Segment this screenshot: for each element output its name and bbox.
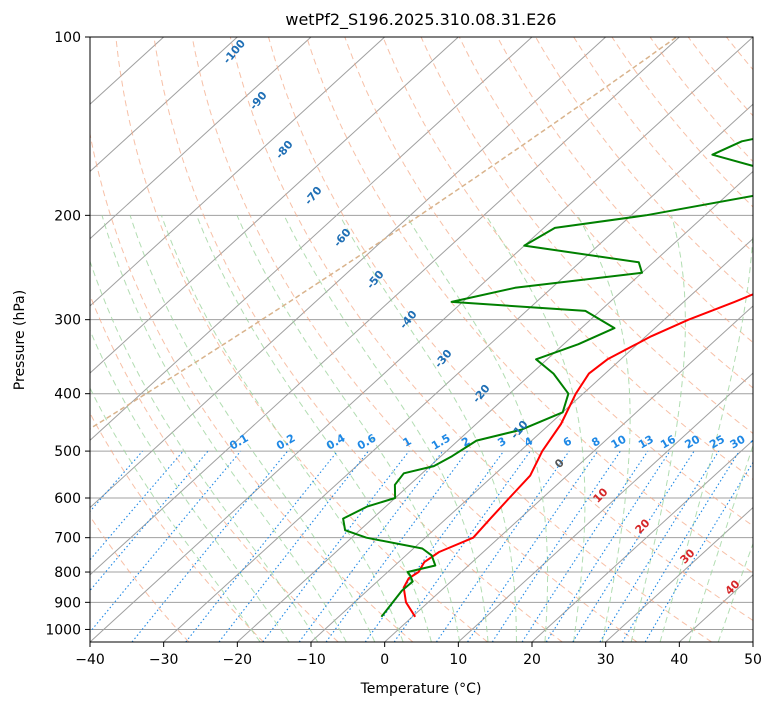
y-axis-tick-label: 400	[54, 387, 81, 403]
isotherm-line	[90, 37, 607, 509]
dry-adiabat-line	[573, 37, 753, 253]
dry-adiabat-line	[90, 293, 339, 642]
mixing-ratio-line	[90, 450, 209, 592]
x-axis-tick-label: 10	[449, 652, 467, 668]
dry-adiabat-line	[115, 37, 488, 642]
y-axis-tick-label: 300	[54, 313, 81, 329]
moist-adiabat-line	[90, 259, 319, 642]
dry-adiabat-line	[268, 37, 753, 622]
reference-curve-line	[90, 37, 678, 430]
mixing-ratio-line	[621, 450, 740, 642]
mixing-ratio-line	[131, 450, 289, 642]
x-axis-tick-label: −30	[149, 652, 179, 668]
mixing-ratio-line	[599, 450, 720, 642]
moist-adiabat-line	[577, 215, 631, 642]
moist-adiabat-line	[101, 215, 347, 642]
isotherm-line	[90, 37, 312, 240]
dry-adiabat-line	[90, 131, 414, 642]
x-axis-tick-label: 40	[670, 652, 688, 668]
dry-adiabat-line	[420, 37, 753, 435]
dry-adiabat-line	[153, 37, 563, 642]
x-axis-label: Temperature (°C)	[360, 681, 482, 697]
x-axis-tick-label: 30	[597, 652, 615, 668]
y-axis-tick-label: 700	[54, 531, 81, 547]
isotherm-line	[236, 170, 753, 642]
x-axis-tick-label: 0	[380, 652, 389, 668]
moist-adiabat-line	[339, 215, 517, 642]
isotherm-line	[605, 506, 753, 642]
moist-adiabat-line	[129, 215, 376, 642]
moist-adiabat-line	[688, 444, 753, 642]
moist-adiabat-line	[196, 215, 432, 642]
y-axis-tick-label: 100	[54, 30, 81, 46]
isotherm-line	[90, 37, 533, 442]
isotherm-line	[90, 37, 386, 307]
plot-frame	[89, 36, 754, 643]
x-axis-tick-label: 50	[744, 652, 762, 668]
y-axis-tick-label: 900	[54, 595, 81, 611]
isotherm-line	[310, 237, 753, 642]
moist-adiabat-line	[485, 215, 586, 642]
x-axis-tick-label: −20	[223, 652, 253, 668]
y-axis-tick-label: 200	[54, 208, 81, 224]
y-axis-tick-label: 600	[54, 491, 81, 507]
chart-title: wetPf2_S196.2025.310.08.31.E26	[285, 10, 556, 30]
dry-adiabat-line	[306, 37, 753, 574]
dry-adiabat-line	[458, 37, 753, 389]
mixing-ratio-line	[572, 450, 695, 642]
mixing-ratio-line	[185, 450, 339, 642]
isotherm-line	[163, 103, 753, 642]
moist-adiabat-line	[630, 215, 686, 642]
dewpoint-profile-line	[342, 137, 753, 618]
mixing-ratio-label: 36	[748, 432, 768, 451]
mixing-ratio-line	[90, 450, 242, 633]
mixing-ratio-line	[393, 450, 531, 642]
x-axis-tick-label: −40	[75, 652, 105, 668]
isotherm-line	[384, 305, 753, 642]
moist-adiabat-line	[90, 387, 261, 642]
isotherm-line	[90, 37, 459, 374]
mixing-ratio-line	[467, 450, 599, 642]
y-axis-tick-label: 1000	[45, 622, 81, 638]
dry-adiabat-line	[496, 37, 753, 344]
mixing-ratio-line	[644, 461, 753, 642]
isotherm-line	[90, 37, 753, 642]
x-axis-tick-label: 20	[523, 652, 541, 668]
isotherm-line	[90, 37, 680, 576]
mixing-ratio-line	[218, 450, 369, 642]
mixing-ratio-line	[364, 450, 505, 642]
y-axis-label: Pressure (hPa)	[12, 290, 28, 390]
isotherm-line	[457, 372, 753, 642]
isotherm-line	[531, 439, 753, 642]
mixing-ratio-line	[262, 450, 410, 642]
dry-adiabat-line	[229, 37, 712, 642]
moist-adiabat-line	[236, 215, 461, 642]
y-axis-tick-label: 500	[54, 444, 81, 460]
mixing-ratio-line	[545, 450, 671, 642]
moist-adiabat-line	[405, 215, 549, 642]
mixing-ratio-line	[90, 450, 184, 561]
dry-adiabat-line	[649, 37, 753, 163]
moist-adiabat-line	[160, 215, 404, 642]
dry-adiabat-line	[344, 37, 753, 527]
dry-adiabat-line	[90, 412, 264, 642]
y-axis-tick-label: 800	[54, 565, 81, 581]
x-axis-tick-label: −10	[296, 652, 326, 668]
dry-adiabat-line	[191, 37, 638, 642]
isotherm-line	[90, 37, 238, 173]
